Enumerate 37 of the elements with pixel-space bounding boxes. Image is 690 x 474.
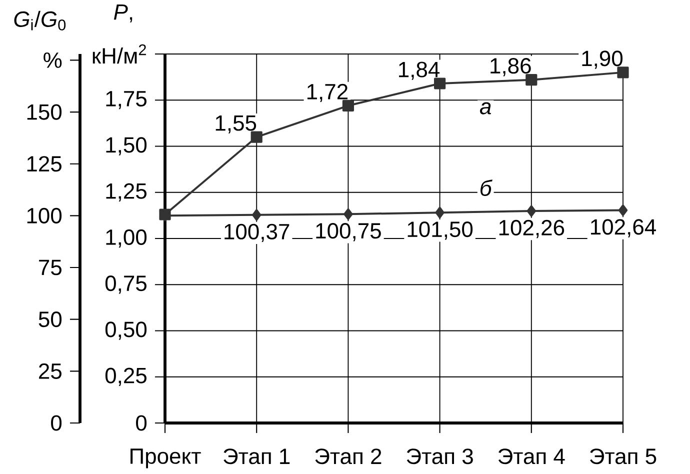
y-tick-label: 150 (27, 104, 62, 120)
y2-axis-title: P, (114, 4, 132, 22)
y-tick-label: 100 (27, 208, 62, 224)
y-tick-label: 0 (51, 415, 62, 431)
y2-tick-label: 1,75 (106, 91, 146, 110)
y-tick-label: % (44, 52, 62, 68)
y2-tick-label: 1,25 (106, 183, 146, 202)
x-tick-label: Этап 1 (224, 448, 290, 464)
x-tick-label: Этап 5 (590, 448, 656, 464)
y-tick-label: 50 (38, 312, 62, 328)
data-label: 101,50 (408, 222, 473, 240)
y2-tick-label: кН/м$^{2}$ (92, 44, 146, 64)
data-label: 1,86 (490, 58, 531, 76)
y2-tick-label: 0 (136, 415, 147, 431)
y2-tick-label: 0,25 (105, 368, 146, 386)
y-tick-label: 75 (39, 260, 62, 276)
y2-tick-label: 0,75 (105, 276, 146, 294)
data-label: 1,90 (582, 50, 623, 69)
data-label: 100,75 (316, 223, 381, 242)
data-label: 1,72 (307, 84, 348, 102)
x-tick-label: Этап 4 (498, 448, 565, 464)
y2-tick-label: 1,00 (106, 229, 147, 248)
data-label: 102,64 (591, 219, 656, 238)
x-tick-label: Этап 2 (315, 448, 382, 464)
y2-tick-label: 1,50 (106, 137, 147, 156)
series-label: а (480, 102, 491, 114)
y-tick-label: 25 (39, 363, 62, 379)
data-label: 102,26 (499, 220, 564, 238)
x-tick-label: Проект (130, 448, 201, 468)
data-label: 1,55 (216, 115, 256, 134)
y-axis-title: G$_{i}$/G$_{0}$ (14, 10, 66, 30)
y2-tick-label: 0,50 (105, 322, 147, 340)
series-label: б (480, 180, 492, 196)
x-tick-label: Этап 3 (406, 448, 473, 464)
y-tick-label: 125 (27, 156, 62, 172)
data-label: 100,37 (224, 224, 290, 242)
data-label: 1,84 (399, 62, 440, 80)
